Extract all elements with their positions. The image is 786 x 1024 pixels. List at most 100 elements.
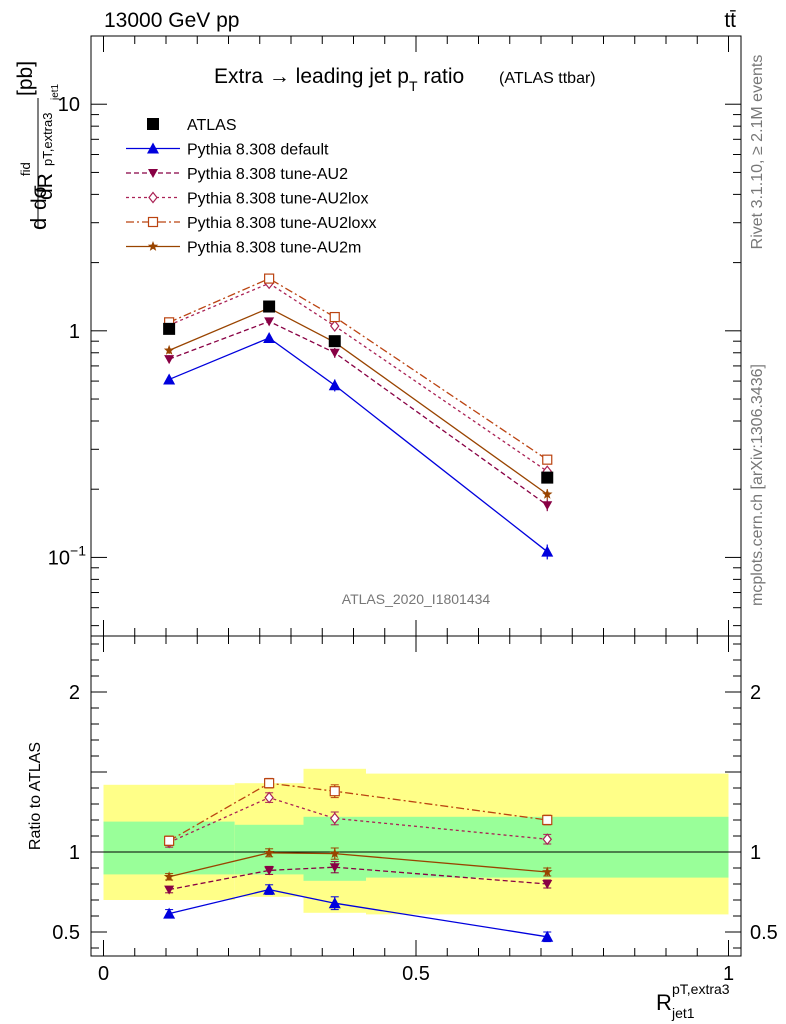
ratio-point-au2 <box>164 885 175 895</box>
x-axis-label: R pT,extra3 jet1 <box>656 981 730 1021</box>
main-point-au2lox <box>329 320 340 332</box>
main-point-au2 <box>164 355 175 365</box>
ratio-point-au2loxx <box>329 786 340 797</box>
title-main: Extra → leading jet pT ratio <box>214 65 464 94</box>
main-line-au2loxx <box>168 277 548 461</box>
main-point-au2 <box>264 317 275 327</box>
main-point-data <box>263 300 276 313</box>
title-small: (ATLAS ttbar) <box>499 70 596 87</box>
ratio-point-au2loxx <box>264 778 275 789</box>
ratio-point-au2 <box>264 866 275 876</box>
legend-item-default: Pythia 8.308 default <box>126 142 329 159</box>
ratio-point-default <box>541 930 554 942</box>
x-tick-label: 1 <box>723 963 734 985</box>
main-point-au2 <box>542 501 553 511</box>
ratio-point-au2 <box>329 863 340 873</box>
ratio-point-default <box>328 897 341 909</box>
analysis-id: ATLAS_2020_I1801434 <box>342 591 491 607</box>
main-point-data <box>541 471 554 484</box>
main-point-au2 <box>329 348 340 358</box>
y-label-unit: [pb] <box>14 61 37 96</box>
legend-marker-au2 <box>148 169 158 178</box>
ratio-series-au2 <box>164 861 553 895</box>
main-point-au2m <box>163 344 175 355</box>
main-y-tick-label: 10 <box>58 94 80 116</box>
uncertainty-bands <box>103 768 729 915</box>
legend-item-au2loxx: Pythia 8.308 tune-AU2loxx <box>126 215 376 232</box>
process-label: tt̄ <box>724 9 736 32</box>
beam-label: 13000 GeV pp <box>104 9 239 32</box>
y-label-sup: fid <box>18 162 33 176</box>
legend-item-au2m: Pythia 8.308 tune-AU2m <box>126 240 361 257</box>
legend-label-au2loxx: Pythia 8.308 tune-AU2loxx <box>187 215 376 232</box>
ratio-point-au2loxx <box>164 835 175 846</box>
ratio-point-au2loxx <box>542 814 553 826</box>
ratio-y-label: Ratio to ATLAS <box>27 742 44 850</box>
legend-label-au2: Pythia 8.308 tune-AU2 <box>187 166 348 183</box>
x-label-sup: pT,extra3 <box>672 981 730 997</box>
series-layer <box>163 273 554 943</box>
legend-item-au2lox: Pythia 8.308 tune-AU2lox <box>126 191 368 208</box>
legend: ATLAS Pythia 8.308 default Pythia 8.308 tu… <box>126 117 376 257</box>
legend-item-data: ATLAS <box>147 117 237 134</box>
ratio-point-au2m <box>263 847 275 858</box>
ratio-point-au2lox <box>264 791 274 804</box>
ratio-y-tick-label: 1 <box>69 842 80 864</box>
main-point-data <box>163 322 176 335</box>
x-tick-label: 0 <box>98 963 109 985</box>
axis-ticks: 10 1 10−1 2 2 1 1 0.5 0.5 0 0.5 1 <box>48 35 778 985</box>
ratio-point-default <box>163 907 176 919</box>
y-label-dr: dR <box>34 173 57 200</box>
legend-marker-au2lox <box>148 191 158 204</box>
ratio-series-au2m <box>163 847 553 882</box>
ratio-point-au2m <box>163 871 175 882</box>
legend-label-au2m: Pythia 8.308 tune-AU2m <box>187 240 361 257</box>
legend-label-data: ATLAS <box>187 117 237 134</box>
main-point-au2m <box>542 488 553 499</box>
main-point-default <box>263 331 276 343</box>
ratio-y-tick-label-right: 1 <box>750 842 761 864</box>
main-point-default <box>328 379 341 391</box>
main-point-default <box>163 373 176 385</box>
ratio-y-tick-label: 0.5 <box>52 922 80 944</box>
main-line-au2lox <box>168 282 548 472</box>
main-point-au2loxx <box>542 454 553 465</box>
legend-item-au2: Pythia 8.308 tune-AU2 <box>126 166 348 183</box>
ratio-line-au2m <box>168 852 548 878</box>
main-series-default <box>163 331 554 560</box>
main-point-default <box>541 545 554 557</box>
legend-marker-data <box>147 118 159 130</box>
ratio-point-au2 <box>542 880 553 889</box>
main-line-default <box>168 337 548 553</box>
main-series-au2 <box>164 317 553 512</box>
ratio-line-au2loxx <box>168 782 548 842</box>
main-point-au2loxx <box>329 311 340 323</box>
ratio-point-au2lox <box>329 812 340 825</box>
ratio-point-au2m <box>542 866 553 877</box>
plot-title: Extra → leading jet pT ratio (ATLAS ttba… <box>214 65 596 94</box>
main-y-axis-label: d dσ fid pT,extra3 jet1 dR dR [pb] <box>14 61 61 230</box>
y-label-sub: pT,extra3 <box>40 113 55 166</box>
legend-label-au2lox: Pythia 8.308 tune-AU2lox <box>187 191 368 208</box>
legend-marker-au2m <box>147 241 159 251</box>
main-point-au2loxx <box>264 273 275 284</box>
y-label-dsigma: dσ <box>28 185 51 210</box>
y-label-sub2: jet1 <box>50 83 61 101</box>
legend-marker-au2loxx <box>147 216 159 228</box>
ratio-point-au2lox <box>542 833 553 846</box>
ratio-y-tick-label-right: 0.5 <box>750 922 778 944</box>
legend-label-default: Pythia 8.308 default <box>187 142 329 159</box>
main-series-data <box>163 300 554 484</box>
source-label: mcplots.cern.ch [arXiv:1306.3436] <box>749 364 766 606</box>
ratio-line-au2 <box>169 866 548 891</box>
main-point-data <box>328 335 341 348</box>
legend-marker-default <box>147 142 159 154</box>
x-tick-label: 0.5 <box>402 963 430 985</box>
main-series-au2lox <box>164 277 553 478</box>
main-line-au2 <box>168 320 548 506</box>
main-y-tick-label: 10−1 <box>48 542 86 569</box>
ratio-y-tick-label-right: 2 <box>750 682 761 704</box>
ratio-y-tick-label: 2 <box>69 682 80 704</box>
ratio-series-default <box>163 883 554 943</box>
